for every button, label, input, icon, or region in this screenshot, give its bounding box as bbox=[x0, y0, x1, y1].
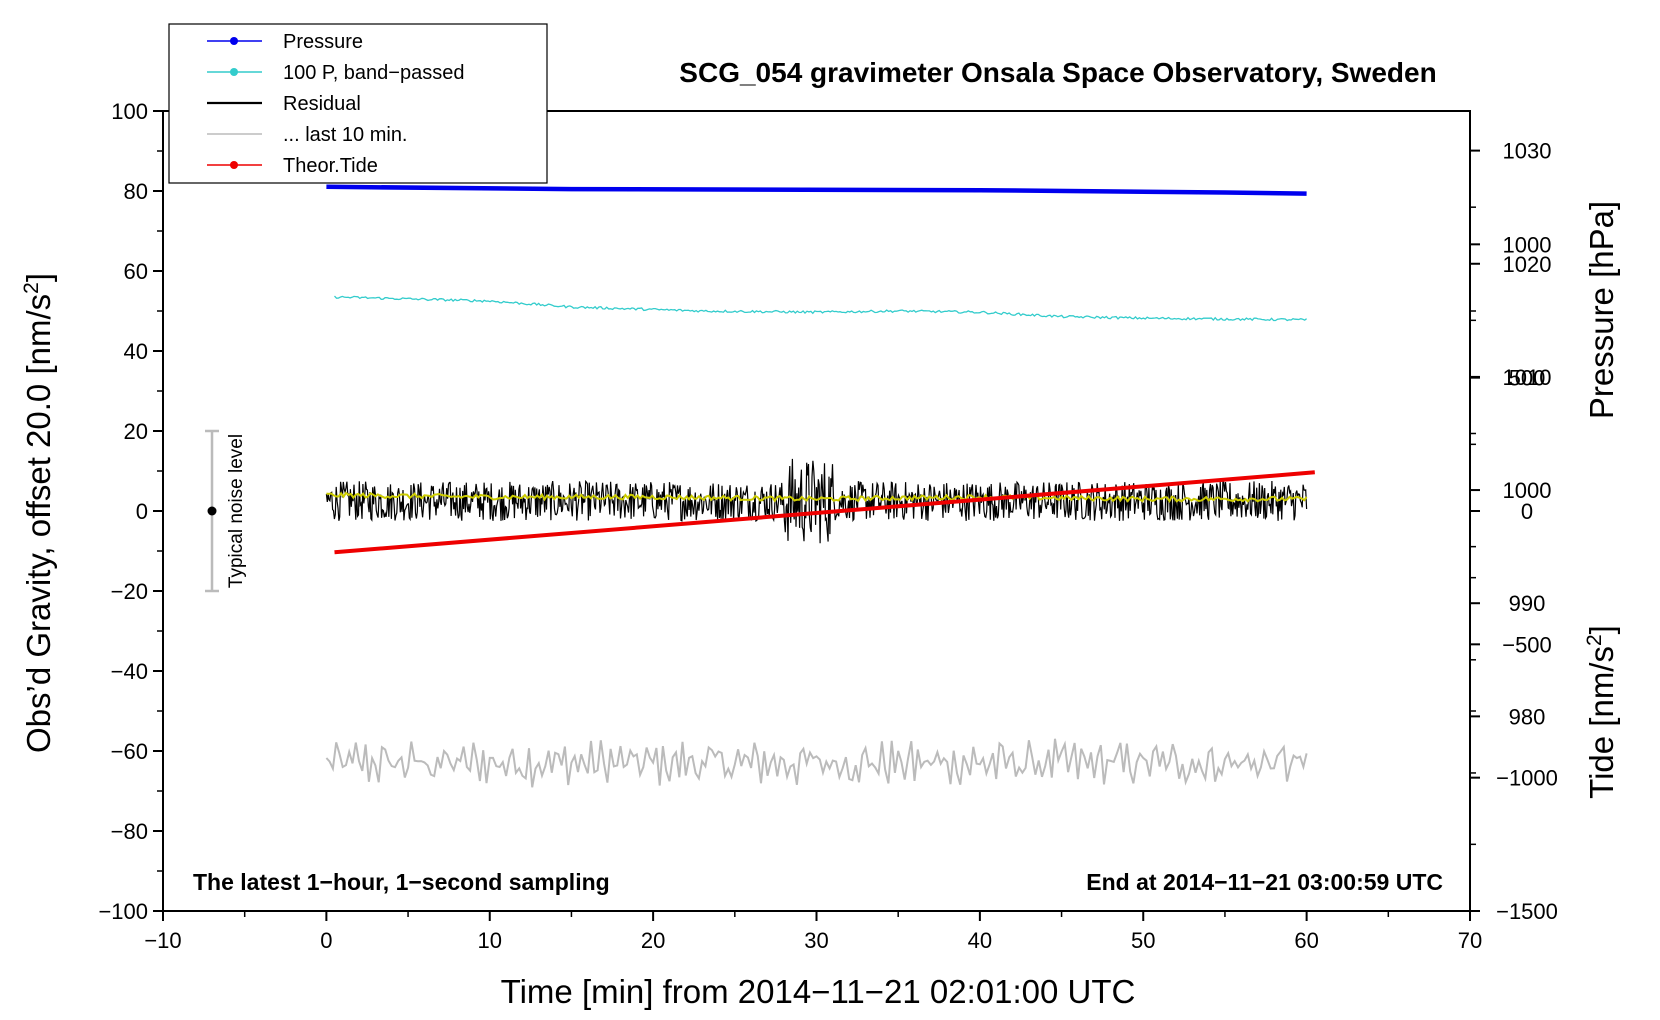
y-tick-label: 60 bbox=[124, 259, 148, 284]
legend-marker bbox=[230, 37, 238, 45]
y-tick-label: 0 bbox=[136, 499, 148, 524]
y-tick-label: −80 bbox=[111, 819, 148, 844]
y-axis-tide-title: Tide [nm/s2] bbox=[1583, 625, 1620, 799]
noise-center-dot bbox=[207, 506, 217, 516]
series-residual bbox=[325, 458, 1308, 544]
noise-level-indicator: Typical noise level bbox=[205, 429, 247, 593]
y-tick-label: −60 bbox=[111, 739, 148, 764]
series-pressure-bandpassed bbox=[334, 295, 1307, 322]
pressure-tick-label: 1000 bbox=[1503, 478, 1552, 503]
x-tick-label: 10 bbox=[478, 928, 502, 953]
series-pressure bbox=[326, 184, 1307, 196]
x-tick-label: 60 bbox=[1294, 928, 1318, 953]
y-axis-left-title: Obs’d Gravity, offset 20.0 [nm/s2] bbox=[20, 273, 57, 753]
legend-label: ... last 10 min. bbox=[283, 124, 408, 146]
tide-tick-label: 500 bbox=[1509, 366, 1546, 391]
pressure-tick-label: 980 bbox=[1509, 704, 1546, 729]
y-axis-left: −100 −80 −60 −40 −20 0 20 40 60 80 100 bbox=[98, 99, 163, 924]
y-axis-tide: −1500 −1000 −500 0 500 1000 bbox=[1470, 232, 1558, 924]
legend: Pressure 100 P, band−passed Residual ... la… bbox=[168, 23, 548, 184]
chart-title: SCG_054 gravimeter Onsala Space Observat… bbox=[679, 57, 1436, 88]
tide-tick-label: 0 bbox=[1521, 499, 1533, 524]
tide-tick-label: −1000 bbox=[1496, 766, 1558, 791]
series-last-10-min bbox=[325, 738, 1308, 788]
x-tick-label: 0 bbox=[320, 928, 332, 953]
legend-label: Residual bbox=[283, 93, 361, 115]
y-tick-label: 100 bbox=[111, 99, 148, 124]
pressure-tick-label: 1030 bbox=[1503, 139, 1552, 164]
series-residual-mean bbox=[326, 491, 1308, 504]
tide-tick-label: −1500 bbox=[1496, 899, 1558, 924]
y-tick-label: 20 bbox=[124, 419, 148, 444]
sampling-note: The latest 1−hour, 1−second sampling bbox=[193, 869, 610, 895]
x-tick-label: 30 bbox=[804, 928, 828, 953]
x-axis: −10 0 10 20 30 40 50 60 70 bbox=[144, 911, 1482, 953]
y-tick-label: −40 bbox=[111, 659, 148, 684]
y-tick-label: 40 bbox=[124, 339, 148, 364]
x-tick-label: 50 bbox=[1131, 928, 1155, 953]
pressure-tick-label: 990 bbox=[1509, 591, 1546, 616]
plot-area bbox=[325, 184, 1315, 788]
pressure-tick-label: 1020 bbox=[1503, 252, 1552, 277]
y-axis-pressure-title: Pressure [hPa] bbox=[1583, 201, 1620, 419]
x-tick-label: −10 bbox=[144, 928, 181, 953]
noise-label: Typical noise level bbox=[226, 434, 247, 588]
y-axis-pressure: 980 990 1000 1010 1020 1030 bbox=[1470, 139, 1552, 774]
x-tick-label: 20 bbox=[641, 928, 665, 953]
legend-label: Pressure bbox=[283, 31, 363, 53]
y-tick-label: −100 bbox=[98, 899, 148, 924]
x-tick-label: 70 bbox=[1458, 928, 1482, 953]
pressure-tick-label: 1010 bbox=[1503, 365, 1552, 390]
tide-tick-label: 1000 bbox=[1503, 232, 1552, 257]
x-axis-title: Time [min] from 2014−11−21 02:01:00 UTC bbox=[501, 973, 1136, 1010]
legend-marker bbox=[230, 161, 238, 169]
tide-tick-label: −500 bbox=[1502, 632, 1552, 657]
x-tick-label: 40 bbox=[968, 928, 992, 953]
legend-label: Theor.Tide bbox=[283, 155, 378, 177]
series-theoretical-tide bbox=[334, 470, 1315, 555]
y-tick-label: 80 bbox=[124, 179, 148, 204]
legend-label: 100 P, band−passed bbox=[283, 62, 464, 84]
y-tick-label: −20 bbox=[111, 579, 148, 604]
end-time-note: End at 2014−11−21 03:00:59 UTC bbox=[1086, 869, 1443, 895]
legend-marker bbox=[230, 68, 238, 76]
